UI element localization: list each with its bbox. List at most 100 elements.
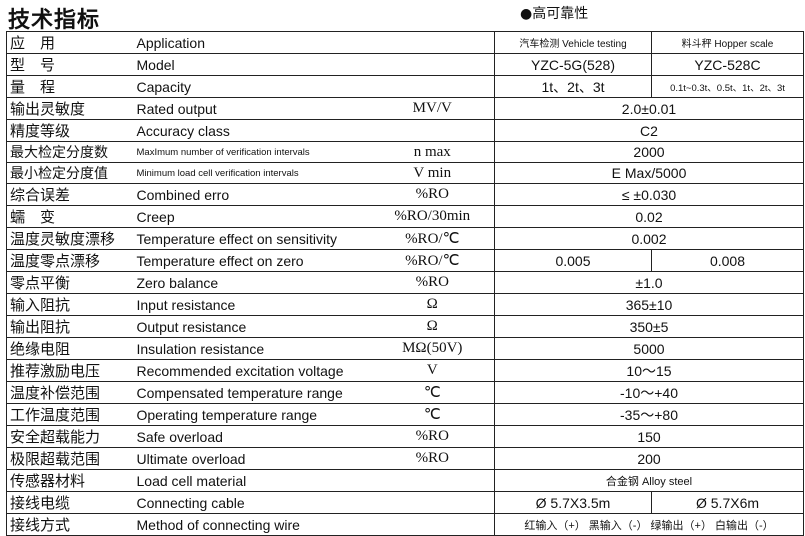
spec-label-en: Temperature effect on sensitivity bbox=[134, 227, 371, 250]
spec-row: 安全超载能力 Safe overload %RO 150 bbox=[6, 425, 804, 448]
spec-row: 温度补偿范围 Compensated temperature range ℃ -10～… bbox=[6, 381, 804, 404]
spec-label-cn: 输出灵敏度 bbox=[6, 97, 135, 120]
spec-label-cn: 零点平衡 bbox=[6, 271, 135, 294]
spec-value: 料斗秤 Hopper scale bbox=[651, 31, 804, 54]
spec-row: 绝缘电阻 Insulation resistance MΩ(50V) 5000 bbox=[6, 337, 804, 360]
spec-unit bbox=[370, 119, 495, 142]
spec-unit: %RO/℃ bbox=[370, 249, 495, 272]
spec-label-cn: 应 用 bbox=[6, 31, 135, 54]
spec-row: 应 用 Application 汽车检测 Vehicle testing 料斗秤 Ho… bbox=[6, 31, 804, 54]
spec-label-cn: 精度等级 bbox=[6, 119, 135, 142]
spec-label-en: Output resistance bbox=[134, 315, 371, 338]
spec-label-en: Model bbox=[134, 53, 371, 76]
spec-unit: %RO bbox=[370, 183, 495, 206]
spec-label-cn: 极限超载范围 bbox=[6, 447, 135, 470]
spec-value: 365±10 bbox=[494, 293, 804, 316]
spec-label-cn: 最大检定分度数 bbox=[6, 141, 135, 163]
spec-row: 蠕 变 Creep %RO/30min 0.02 bbox=[6, 205, 804, 228]
spec-label-en: Compensated temperature range bbox=[134, 381, 371, 404]
spec-value: 5000 bbox=[494, 337, 804, 360]
spec-row: 零点平衡 Zero balance %RO ±1.0 bbox=[6, 271, 804, 294]
spec-label-cn: 工作温度范围 bbox=[6, 403, 135, 426]
spec-row: 输出灵敏度 Rated output MV/V 2.0±0.01 bbox=[6, 97, 804, 120]
spec-unit: Ω bbox=[370, 315, 495, 338]
spec-unit: %RO bbox=[370, 425, 495, 448]
spec-unit: %RO bbox=[370, 271, 495, 294]
spec-value: ±1.0 bbox=[494, 271, 804, 294]
spec-label-en: Recommended excitation voltage bbox=[134, 359, 371, 382]
spec-value: 350±5 bbox=[494, 315, 804, 338]
spec-unit: MV/V bbox=[370, 97, 495, 120]
spec-row: 传感器材料 Load cell material 合金钢 Alloy steel bbox=[6, 469, 804, 492]
spec-label-en: Combined erro bbox=[134, 183, 371, 206]
spec-unit: %RO bbox=[370, 447, 495, 470]
spec-value: 2.0±0.01 bbox=[494, 97, 804, 120]
spec-unit: %RO/30min bbox=[370, 205, 495, 228]
spec-label-cn: 接线电缆 bbox=[6, 491, 135, 514]
spec-value: Ø 5.7X6m bbox=[651, 491, 804, 514]
spec-label-en: Connecting cable bbox=[134, 491, 371, 514]
spec-value: 合金钢 Alloy steel bbox=[494, 469, 804, 492]
spec-value: YZC-5G(528) bbox=[494, 53, 652, 76]
spec-label-en: Zero balance bbox=[134, 271, 371, 294]
spec-label-en: Method of connecting wire bbox=[134, 513, 371, 536]
spec-row: 最大检定分度数 MaxImum number of verification in… bbox=[6, 141, 804, 163]
spec-value: -35～+80 bbox=[494, 403, 804, 426]
spec-value: 0.02 bbox=[494, 205, 804, 228]
spec-label-cn: 安全超载能力 bbox=[6, 425, 135, 448]
spec-value: Ø 5.7X3.5m bbox=[494, 491, 652, 514]
spec-label-en: MaxImum number of verification intervals bbox=[134, 141, 371, 163]
spec-label-cn: 最小检定分度值 bbox=[6, 162, 135, 184]
spec-unit: ℃ bbox=[370, 381, 495, 404]
spec-unit: ℃ bbox=[370, 403, 495, 426]
spec-value: 红输入（+） 黑输入（-） 绿输出（+） 白输出（-） bbox=[494, 513, 804, 536]
spec-row: 极限超载范围 Ultimate overload %RO 200 bbox=[6, 447, 804, 470]
spec-row: 推荐激励电压 Recommended excitation voltage V 10～… bbox=[6, 359, 804, 382]
spec-label-en: Creep bbox=[134, 205, 371, 228]
spec-value: E Max/5000 bbox=[494, 162, 804, 184]
spec-row: 温度零点漂移 Temperature effect on zero %RO/℃ 0.0… bbox=[6, 249, 804, 272]
spec-label-cn: 型 号 bbox=[6, 53, 135, 76]
spec-value: C2 bbox=[494, 119, 804, 142]
spec-unit bbox=[370, 53, 495, 76]
spec-label-cn: 输出阻抗 bbox=[6, 315, 135, 338]
spec-label-cn: 传感器材料 bbox=[6, 469, 135, 492]
spec-value: YZC-528C bbox=[651, 53, 804, 76]
reliability-badge: ●高可靠性 bbox=[520, 6, 589, 22]
spec-label-cn: 温度零点漂移 bbox=[6, 249, 135, 272]
spec-label-cn: 推荐激励电压 bbox=[6, 359, 135, 382]
spec-label-en: Temperature effect on zero bbox=[134, 249, 371, 272]
spec-value: 1t、2t、3t bbox=[494, 75, 652, 98]
spec-label-cn: 蠕 变 bbox=[6, 205, 135, 228]
spec-label-en: Safe overload bbox=[134, 425, 371, 448]
spec-value: ≤ ±0.030 bbox=[494, 183, 804, 206]
spec-value: 汽车检测 Vehicle testing bbox=[494, 31, 652, 54]
spec-label-cn: 接线方式 bbox=[6, 513, 135, 536]
spec-value: 0.002 bbox=[494, 227, 804, 250]
spec-row: 输出阻抗 Output resistance Ω 350±5 bbox=[6, 315, 804, 338]
spec-label-cn: 输入阻抗 bbox=[6, 293, 135, 316]
spec-unit: V min bbox=[370, 162, 495, 184]
spec-unit: %RO/℃ bbox=[370, 227, 495, 250]
spec-unit: V bbox=[370, 359, 495, 382]
spec-label-en: Input resistance bbox=[134, 293, 371, 316]
spec-table: 应 用 Application 汽车检测 Vehicle testing 料斗秤 Ho… bbox=[6, 31, 804, 536]
spec-row: 量 程 Capacity 1t、2t、3t 0.1t~0.3t、0.5t、1t、2t、… bbox=[6, 75, 804, 98]
spec-label-en: Minimum load cell verification intervals bbox=[134, 162, 371, 184]
spec-value: 0.1t~0.3t、0.5t、1t、2t、3t bbox=[651, 75, 804, 98]
spec-label-en: Application bbox=[134, 31, 371, 54]
spec-row: 温度灵敏度漂移 Temperature effect on sensitivity… bbox=[6, 227, 804, 250]
spec-label-cn: 综合误差 bbox=[6, 183, 135, 206]
spec-unit bbox=[370, 31, 495, 54]
spec-value: 2000 bbox=[494, 141, 804, 163]
spec-row: 接线方式 Method of connecting wire 红输入（+） 黑输入（… bbox=[6, 513, 804, 536]
spec-value: -10～+40 bbox=[494, 381, 804, 404]
section-title: 技术指标 bbox=[8, 8, 101, 33]
spec-unit: n max bbox=[370, 141, 495, 163]
spec-value: 0.005 bbox=[494, 249, 652, 272]
spec-label-en: Rated output bbox=[134, 97, 371, 120]
spec-label-cn: 温度补偿范围 bbox=[6, 381, 135, 404]
spec-label-en: Load cell material bbox=[134, 469, 371, 492]
spec-row: 型 号 Model YZC-5G(528) YZC-528C bbox=[6, 53, 804, 76]
spec-row: 接线电缆 Connecting cable Ø 5.7X3.5m Ø 5.7X6m bbox=[6, 491, 804, 514]
